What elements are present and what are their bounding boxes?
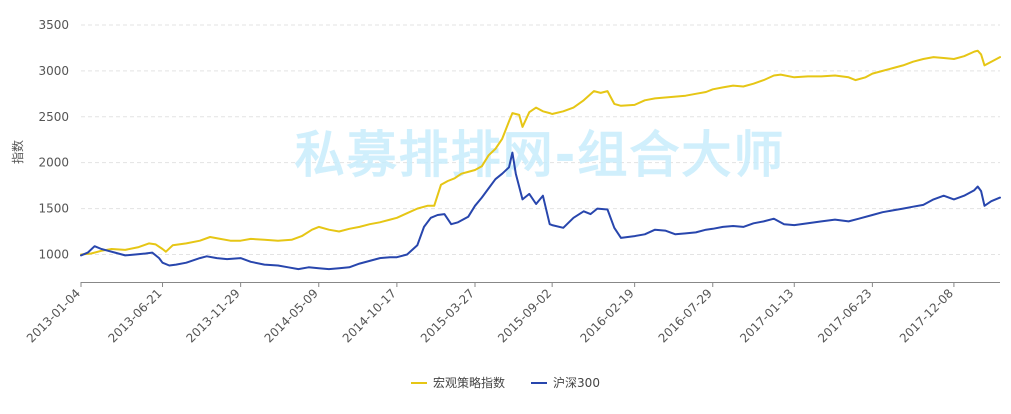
legend-item-series-1[interactable]: 宏观策略指数 <box>411 374 505 391</box>
y-tick-label: 2500 <box>38 110 69 124</box>
x-tick-label: 2015-03-27 <box>418 286 477 345</box>
y-axis: 1000 1500 2000 2500 3000 3500 <box>38 18 69 261</box>
y-tick-label: 3500 <box>38 18 69 32</box>
legend-label: 沪深300 <box>553 376 600 390</box>
y-axis-title: 指数 <box>10 140 25 164</box>
y-tick-label: 1500 <box>38 202 69 216</box>
series-line-1 <box>80 49 1001 256</box>
grid-lines <box>81 24 1000 255</box>
x-tick-label: 2013-11-29 <box>184 286 243 345</box>
series-line-2 <box>80 151 1001 271</box>
x-tick-label: 2016-07-29 <box>656 286 715 345</box>
x-tick-label: 2016-02-19 <box>578 286 637 345</box>
x-tick-label: 2013-06-21 <box>105 286 164 345</box>
y-tick-label: 3000 <box>38 64 69 78</box>
x-tick-label: 2017-01-13 <box>737 286 796 345</box>
x-tick-label: 2014-10-17 <box>340 286 399 345</box>
x-tick-label: 2014-05-09 <box>262 286 321 345</box>
legend-label: 宏观策略指数 <box>433 376 506 390</box>
x-tick-label: 2013-01-04 <box>24 286 83 345</box>
legend: 宏观策略指数 沪深300 <box>0 374 1011 391</box>
legend-swatch-icon <box>411 381 428 384</box>
x-axis: 2013-01-04 2013-06-21 2013-11-29 2014-05-09… <box>24 282 1000 345</box>
y-tick-label: 2000 <box>38 156 69 170</box>
x-tick-label: 2017-06-23 <box>815 286 874 345</box>
y-tick-label: 1000 <box>38 247 69 261</box>
watermark-text: 私募排排网-组合大师 <box>295 126 786 184</box>
legend-item-series-2[interactable]: 沪深300 <box>531 374 600 391</box>
series-layer <box>80 49 1001 271</box>
x-tick-label: 2015-09-02 <box>495 286 554 345</box>
x-tick-label: 2017-12-08 <box>897 286 956 345</box>
legend-swatch-icon <box>531 381 548 384</box>
